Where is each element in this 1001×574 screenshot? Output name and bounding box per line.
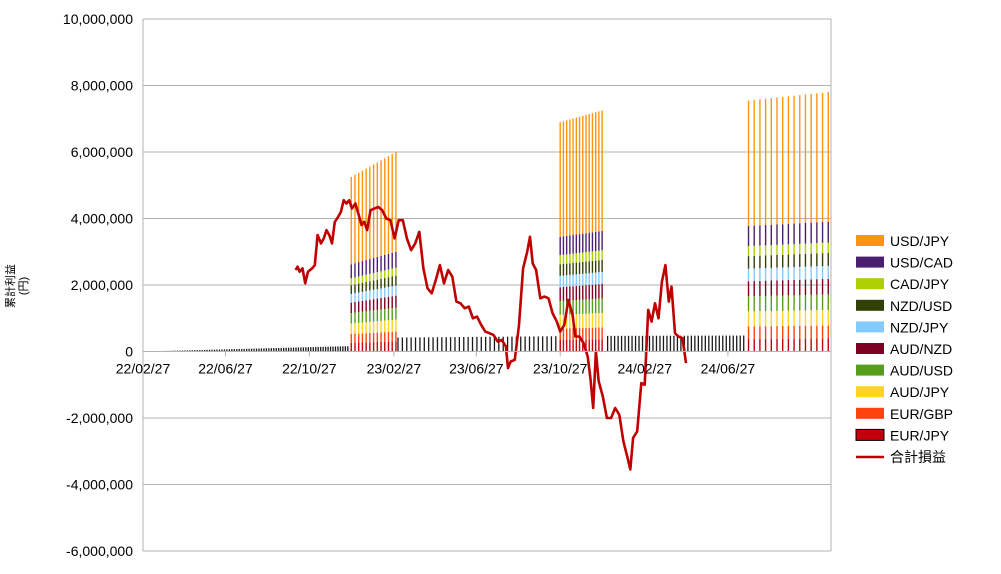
- y-tick-label: -4,000,000: [66, 477, 133, 493]
- total-line-layer: [294, 198, 688, 471]
- legend-swatch: [856, 278, 884, 290]
- legend-swatch: [856, 256, 884, 268]
- legend-swatch: [855, 428, 885, 441]
- x-tick-label: 22/10/27: [282, 361, 337, 377]
- legend-swatch: [856, 321, 884, 333]
- y-tick-labels: 10,000,000 8,000,000 6,000,000 4,000,000 2,0…: [63, 11, 133, 559]
- legend-label: USD/CAD: [890, 255, 953, 271]
- legend-label: 合計損益: [890, 449, 946, 465]
- y-tick-label: 4,000,000: [71, 211, 133, 227]
- legend-label: EUR/GBP: [890, 406, 953, 422]
- y-tick-label: 8,000,000: [71, 78, 133, 94]
- legend-label: AUD/JPY: [890, 384, 950, 400]
- gridlines: [143, 18, 831, 552]
- y-tick-label: -2,000,000: [66, 410, 133, 426]
- x-tick-label: 22/06/27: [198, 361, 253, 377]
- legend-swatch: [856, 235, 884, 246]
- y-tick-label: 6,000,000: [71, 144, 133, 160]
- y-tick-label: 2,000,000: [71, 277, 133, 293]
- legend-swatch: [856, 407, 884, 419]
- legend-label: AUD/USD: [890, 363, 953, 379]
- x-tick-label: 24/06/27: [701, 361, 756, 377]
- legend-label: NZD/JPY: [890, 319, 949, 335]
- axes: [142, 19, 832, 551]
- y-tick-label: -6,000,000: [66, 543, 133, 559]
- x-tick-label: 23/06/27: [449, 361, 504, 377]
- x-tick-label: 22/02/27: [116, 361, 171, 377]
- legend-swatch: [856, 386, 884, 398]
- y-tick-label: 10,000,000: [63, 11, 133, 27]
- x-tick-label: 23/10/27: [533, 361, 588, 377]
- legend-label: CAD/JPY: [890, 276, 950, 292]
- legend: USD/JPY USD/CAD CAD/JPY NZD/USD NZD/JPY AUD/N…: [855, 233, 953, 465]
- legend-label: NZD/USD: [890, 298, 952, 314]
- legend-swatch: [856, 364, 884, 376]
- stacked-bars: [144, 92, 829, 352]
- legend-label: USD/JPY: [890, 233, 950, 249]
- legend-swatch: [856, 299, 884, 311]
- legend-label: AUD/NZD: [890, 341, 952, 357]
- legend-label: EUR/JPY: [890, 427, 950, 443]
- y-tick-label: 0: [125, 344, 133, 360]
- x-tick-label: 24/02/27: [617, 361, 672, 377]
- legend-swatch: [856, 343, 884, 354]
- y-axis-label-line2: (円): [18, 277, 30, 295]
- total-line: [294, 198, 688, 471]
- x-tick-labels: 22/02/27 22/06/27 22/10/27 23/02/27 23/06/27…: [116, 351, 756, 377]
- y-axis-label-line1: 累計利益: [3, 264, 17, 308]
- x-tick-label: 23/02/27: [367, 361, 422, 377]
